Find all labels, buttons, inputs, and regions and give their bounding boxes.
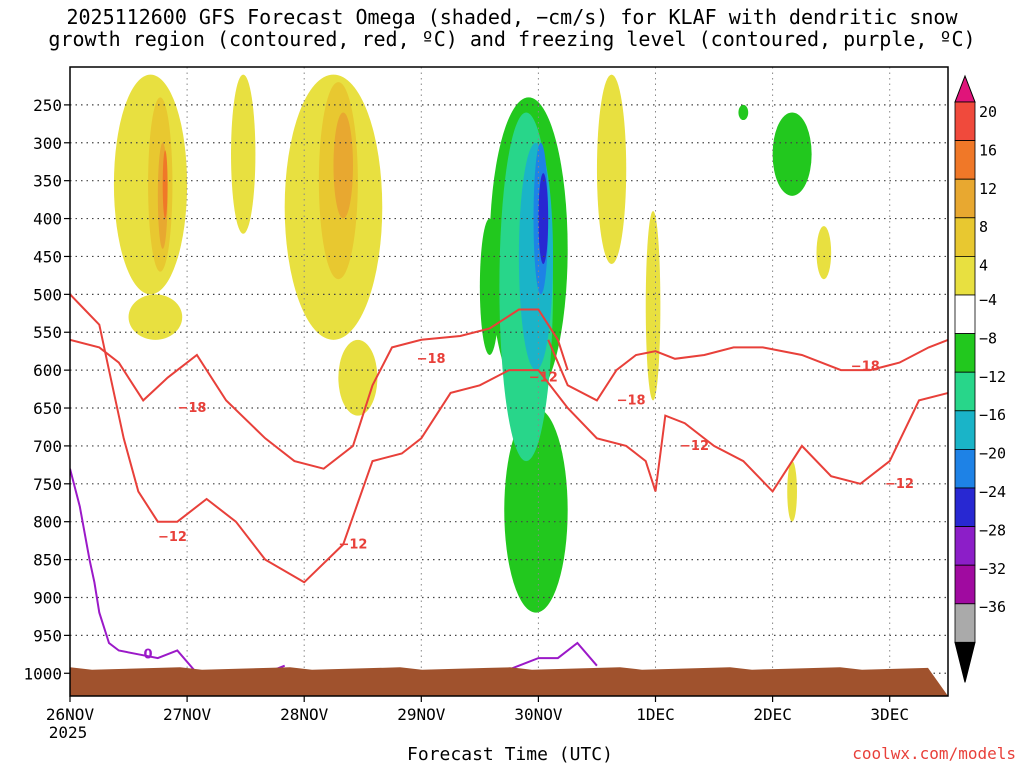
omega-region-5 <box>162 150 168 219</box>
contours <box>70 293 948 675</box>
colorbar-label-9: −20 <box>979 445 1006 463</box>
x-tick-label-2: 28NOV <box>280 705 329 724</box>
omega-region-8 <box>338 339 378 416</box>
ground-surface <box>70 667 948 696</box>
x-tick-label-7: 3DEC <box>870 705 909 724</box>
omega-region-22 <box>772 112 812 196</box>
x-tick-label-6: 2DEC <box>753 705 792 724</box>
y-tick-label-2: 350 <box>33 172 62 191</box>
omega-region-12 <box>645 210 661 401</box>
omega-region-23 <box>738 104 749 121</box>
colorbar-band-3 <box>954 217 976 257</box>
contour-label-1: −12 <box>158 530 187 545</box>
colorbar-label-4: 4 <box>979 257 988 275</box>
omega-region-17 <box>504 408 568 613</box>
contour-label-8: −12 <box>885 477 914 492</box>
colorbar-label-6: −8 <box>979 329 997 347</box>
x-tick-sublabel-0: 2025 <box>49 723 88 742</box>
colorbar-label-10: −24 <box>979 483 1006 501</box>
colorbar-band-4 <box>954 255 976 296</box>
colorbar-label-2: 12 <box>979 180 997 198</box>
colorbar-band-10 <box>954 487 976 527</box>
y-tick-label-14: 950 <box>33 626 62 645</box>
colorbar-band-5 <box>954 294 976 334</box>
contour-label-9: 0 <box>144 647 153 662</box>
title-line-2: growth region (contoured, red, ºC) and f… <box>48 27 976 51</box>
contour-line-1 <box>70 293 948 584</box>
colorbar-band-0 <box>954 101 976 141</box>
y-tick-label-1: 300 <box>33 134 62 153</box>
colorbar-label-11: −28 <box>979 521 1006 539</box>
y-tick-label-11: 800 <box>33 513 62 532</box>
y-tick-label-3: 400 <box>33 210 62 229</box>
contour-label-7: −18 <box>851 359 880 374</box>
x-tick-label-1: 27NOV <box>163 705 212 724</box>
omega-region-2 <box>128 294 183 340</box>
colorbar-label-12: −32 <box>979 560 1006 578</box>
contour-line-4 <box>499 641 598 675</box>
contour-label-4: −12 <box>529 371 558 386</box>
omega-region-6 <box>231 74 256 234</box>
y-tick-label-8: 650 <box>33 399 62 418</box>
y-tick-label-9: 700 <box>33 437 62 456</box>
contour-line-0 <box>70 308 569 470</box>
x-tick-label-3: 29NOV <box>397 705 446 724</box>
colorbar-band-13 <box>954 603 976 643</box>
y-axis-ticks: 250 300 350 400 450 500 550 600 650 700 750 800 850 9… <box>23 96 70 683</box>
source-credit: coolwx.com/models <box>852 744 1016 763</box>
contour-labels: −18 −12 −12 −18 −12 −18 −12 −18 −12 0 <box>144 352 914 663</box>
colorbar-band-8 <box>954 410 976 450</box>
y-tick-label-10: 750 <box>33 475 62 494</box>
colorbar-band-2 <box>954 178 976 219</box>
colorbar-band-1 <box>954 140 976 180</box>
y-tick-label-0: 250 <box>33 96 62 115</box>
y-tick-label-6: 550 <box>33 323 62 342</box>
y-tick-label-4: 450 <box>33 247 62 266</box>
omega-region-14 <box>787 461 797 522</box>
contour-label-0: −18 <box>177 401 206 416</box>
contour-label-3: −18 <box>417 352 446 367</box>
plot-frame <box>69 66 949 697</box>
title-line-1: 2025112600 GFS Forecast Omega (shaded, −… <box>66 5 958 29</box>
colorbar-label-1: 16 <box>979 141 997 159</box>
x-axis-label: Forecast Time (UTC) <box>407 744 613 765</box>
x-tick-label-5: 1DEC <box>636 705 675 724</box>
contour-label-6: −12 <box>680 439 709 454</box>
colorbar-bottom-triangle <box>954 641 976 683</box>
contour-label-2: −12 <box>338 537 367 552</box>
x-tick-label-4: 30NOV <box>514 705 563 724</box>
y-tick-label-12: 850 <box>33 551 62 570</box>
colorbar-label-0: 20 <box>979 103 997 121</box>
colorbar-band-6 <box>954 333 976 373</box>
omega-region-11 <box>596 74 627 265</box>
omega-region-13 <box>816 226 832 280</box>
x-tick-label-0: 26NOV <box>46 705 95 724</box>
y-tick-label-7: 600 <box>33 361 62 380</box>
colorbar-top-triangle <box>954 74 976 103</box>
y-tick-label-5: 500 <box>33 285 62 304</box>
y-tick-label-15: 1000 <box>23 664 62 683</box>
y-tick-label-13: 900 <box>33 588 62 607</box>
colorbar-band-12 <box>954 564 976 605</box>
colorbar-label-3: 8 <box>979 218 988 236</box>
colorbar-label-13: −36 <box>979 598 1006 616</box>
colorbar-band-9 <box>954 448 976 489</box>
colorbar-band-11 <box>954 526 976 566</box>
contour-line-2 <box>547 338 948 402</box>
colorbar-label-8: −16 <box>979 406 1006 424</box>
omega-region-10 <box>333 112 353 219</box>
contour-label-5: −18 <box>617 393 646 408</box>
colorbar-label-7: −12 <box>979 368 1006 386</box>
colorbar-label-5: −4 <box>979 291 997 309</box>
colorbar-band-7 <box>954 371 976 412</box>
chart-title: 2025112600 GFS Forecast Omega (shaded, −… <box>0 6 1024 50</box>
colorbar: 20 16 12 8 4 −4 −8 −12 −16 −20 −24 −28 −32 −36 <box>954 74 1006 683</box>
